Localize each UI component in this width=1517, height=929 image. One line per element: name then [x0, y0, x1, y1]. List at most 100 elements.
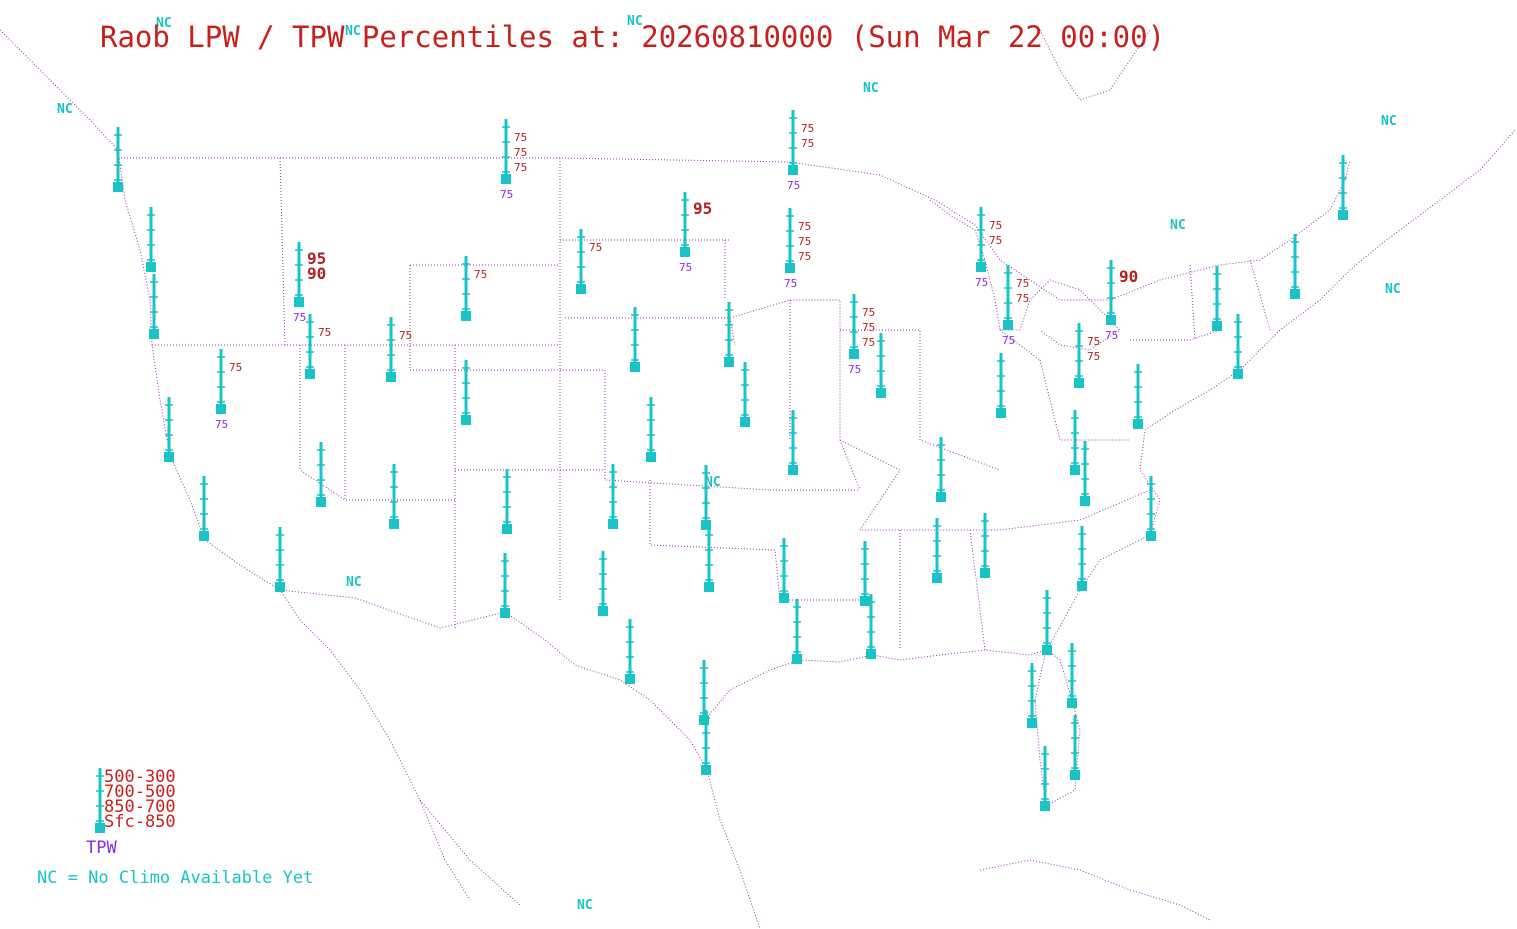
- station: [146, 207, 156, 272]
- nc-label: NC: [1385, 282, 1401, 297]
- mexico-south: [419, 769, 761, 929]
- station-marker: [1133, 419, 1143, 429]
- state-boundaries: [0, 29, 1516, 929]
- station-marker: [1212, 321, 1222, 331]
- layer-percentile: 75: [798, 235, 811, 248]
- station-marker: [792, 654, 802, 664]
- layer-percentile: 75: [514, 161, 527, 174]
- station-marker: [1070, 465, 1080, 475]
- legend-nc-note: NC = No Climo Available Yet: [37, 868, 313, 888]
- legend-marker: [95, 823, 105, 833]
- station-marker: [740, 417, 750, 427]
- station-marker: [1146, 531, 1156, 541]
- layer-percentile: 75: [862, 306, 875, 319]
- nc-label: NC: [1170, 218, 1186, 233]
- station-marker: [936, 492, 946, 502]
- station-marker: [1233, 369, 1243, 379]
- nc-label: NC: [1381, 114, 1397, 129]
- station: [1338, 155, 1348, 220]
- layer-percentile: 75: [1016, 292, 1029, 305]
- station: 75: [386, 317, 412, 382]
- legend: 500-300 700-500 850-700 Sfc-850 TPW NC =…: [37, 767, 313, 888]
- layer-percentile: 75: [798, 220, 811, 233]
- station: [1212, 266, 1222, 331]
- station: [1067, 643, 1077, 708]
- station-marker: [386, 372, 396, 382]
- station: 90 75: [1105, 260, 1138, 342]
- station: 75: [461, 256, 487, 321]
- station-marker: [1042, 645, 1052, 655]
- mexico-border: [279, 589, 708, 771]
- atlantic-coast: [1046, 129, 1516, 651]
- station-marker: [785, 263, 795, 273]
- station: [1042, 590, 1052, 655]
- station-marker: [788, 465, 798, 475]
- station: [1070, 715, 1080, 780]
- nc-label: NC: [627, 14, 643, 29]
- station: [500, 553, 510, 618]
- station-marker: [1040, 801, 1050, 811]
- station-marker: [976, 262, 986, 272]
- layer-percentile: 75: [801, 122, 814, 135]
- station: 75 75 75: [787, 110, 814, 192]
- nc-label: NC: [577, 898, 593, 913]
- station-marker: [876, 388, 886, 398]
- station-marker: [625, 674, 635, 684]
- station-marker: [598, 606, 608, 616]
- station: [1080, 441, 1090, 506]
- station-marker: [680, 247, 690, 257]
- station: 75: [305, 314, 331, 379]
- tpw-percentile: 75: [784, 277, 797, 290]
- tpw-percentile: 75: [848, 363, 861, 376]
- station: [866, 594, 876, 659]
- station: [113, 127, 123, 192]
- station: [275, 527, 285, 592]
- station-marker: [1067, 698, 1077, 708]
- station: [980, 513, 990, 578]
- station: 75: [576, 229, 602, 294]
- station-marker: [701, 520, 711, 530]
- station: [1146, 476, 1156, 541]
- station-marker: [146, 262, 156, 272]
- station-marker: [305, 369, 315, 379]
- station-marker: [576, 284, 586, 294]
- layer-percentile: 75: [862, 336, 875, 349]
- layer-percentile: 95: [693, 199, 712, 218]
- station-marker: [996, 408, 1006, 418]
- legend-layer-sfc-850: Sfc-850: [104, 812, 176, 832]
- layer-percentile: 75: [399, 329, 412, 342]
- station-marker: [932, 573, 942, 583]
- station-marker: [461, 415, 471, 425]
- tpw-percentile: 75: [500, 188, 513, 201]
- station-marker: [630, 362, 640, 372]
- coastline: [117, 149, 471, 901]
- station-marker: [1003, 320, 1013, 330]
- nc-labels: NC NC NC NC NC NC NC NC NC NC NC: [57, 14, 1401, 913]
- layer-percentile: 75: [989, 234, 1002, 247]
- layer-percentile: 75: [589, 241, 602, 254]
- hudson-bay: [1039, 29, 1151, 101]
- station-marker: [788, 165, 798, 175]
- station: [1233, 314, 1243, 379]
- layer-percentile: 90: [1119, 267, 1138, 286]
- station: 75 75 75: [975, 207, 1002, 289]
- station: [149, 274, 159, 339]
- legend-layer-850-700: 850-700: [104, 797, 176, 817]
- station: [389, 464, 399, 529]
- nc-label: NC: [346, 575, 362, 590]
- station: [860, 541, 870, 606]
- station-marker: [164, 452, 174, 462]
- station-marker: [501, 174, 511, 184]
- station: [1133, 364, 1143, 429]
- station: [199, 476, 209, 541]
- legend-layer-700-500: 700-500: [104, 782, 176, 802]
- station: 95 75: [679, 192, 712, 274]
- station: [1290, 234, 1300, 299]
- tpw-percentile: 75: [787, 179, 800, 192]
- station-marker: [1027, 718, 1037, 728]
- station-marker: [704, 582, 714, 592]
- station: 75 75 75: [1002, 265, 1029, 347]
